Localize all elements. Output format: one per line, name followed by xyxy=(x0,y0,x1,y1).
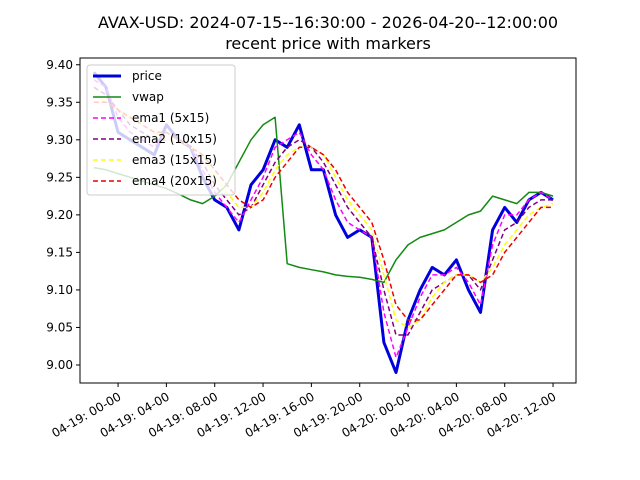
legend-label: ema2 (10x15) xyxy=(132,132,217,146)
y-tick-label: 9.00 xyxy=(46,358,73,372)
series-line xyxy=(93,101,553,321)
legend-label: vwap xyxy=(132,90,164,104)
legend-label: ema3 (15x15) xyxy=(132,153,217,167)
y-tick-label: 9.05 xyxy=(46,320,73,334)
legend: price vwap ema1 (5x15) ema2 (10x15) ema3 (15… xyxy=(86,64,236,196)
chart-title: AVAX-USD: 2024-07-15--16:30:00 - 2026-04… xyxy=(98,13,558,32)
legend-label: ema1 (5x15) xyxy=(132,111,209,125)
y-tick-label: 9.35 xyxy=(46,95,73,109)
y-tick-label: 9.10 xyxy=(46,283,73,297)
legend-box xyxy=(86,64,236,196)
y-tick-label: 9.15 xyxy=(46,245,73,259)
legend-label: ema4 (20x15) xyxy=(132,174,217,188)
legend-label: price xyxy=(132,69,162,83)
y-tick-label: 9.30 xyxy=(46,133,73,147)
y-tick-label: 9.40 xyxy=(46,58,73,72)
series-line xyxy=(93,79,554,359)
y-tick-label: 9.20 xyxy=(46,208,73,222)
y-tick-label: 9.25 xyxy=(46,170,73,184)
plot-frame xyxy=(79,57,577,384)
chart-subtitle: recent price with markers xyxy=(225,34,431,53)
